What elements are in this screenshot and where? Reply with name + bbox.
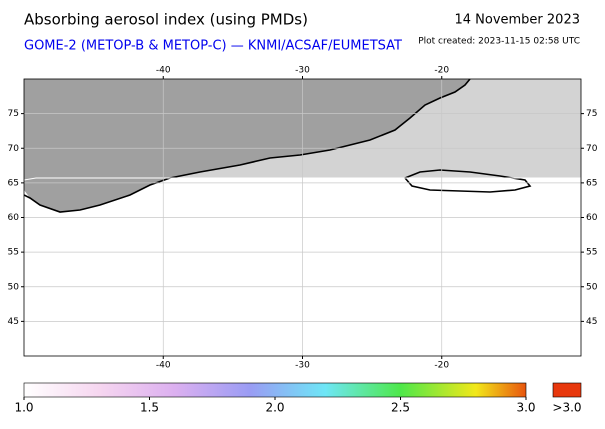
lat-tick-label: 60 — [8, 213, 20, 223]
colorbar-tick-label: 3.0 — [516, 401, 535, 415]
lat-tick-label: 50 — [8, 282, 20, 292]
lat-tick-label: 45 — [586, 317, 597, 327]
lat-tick-label: 65 — [586, 178, 597, 188]
title: Absorbing aerosol index (using PMDs) — [24, 11, 308, 29]
colorbar-tick-label: 2.0 — [265, 401, 284, 415]
date: 14 November 2023 — [454, 13, 580, 28]
lat-tick-label: 55 — [586, 248, 597, 258]
colorbar-tick-label: 2.5 — [391, 401, 410, 415]
over-label: >3.0 — [552, 401, 581, 415]
greenland — [24, 79, 470, 212]
lon-tick-label: -30 — [295, 66, 310, 76]
lat-tick-label: 75 — [586, 109, 597, 119]
lon-tick-label: -40 — [156, 66, 171, 76]
subtitle: GOME-2 (METOP-B & METOP-C) — KNMI/ACSAF/… — [24, 39, 402, 54]
iceland — [403, 169, 532, 193]
coastline — [24, 79, 471, 213]
lat-tick-label: 60 — [586, 213, 598, 223]
colorbar — [23, 382, 527, 398]
lon-tick-label: -20 — [434, 66, 449, 76]
lon-tick-label: -30 — [295, 361, 310, 371]
lat-tick-label: 45 — [8, 317, 19, 327]
colorbar-over — [552, 382, 582, 398]
created: Plot created: 2023-11-15 02:58 UTC — [418, 37, 580, 47]
colorbar-tick-label: 1.0 — [14, 401, 33, 415]
colorbar-tick-label: 1.5 — [140, 401, 159, 415]
lat-tick-label: 55 — [8, 248, 19, 258]
lon-tick-label: -20 — [434, 361, 449, 371]
lat-tick-label: 50 — [586, 282, 598, 292]
lat-tick-label: 70 — [586, 144, 598, 154]
lat-tick-label: 75 — [8, 109, 19, 119]
swath-edge — [24, 177, 581, 181]
lon-tick-label: -40 — [156, 361, 171, 371]
grid — [24, 79, 581, 356]
lat-tick-label: 70 — [8, 144, 20, 154]
lat-tick-label: 65 — [8, 178, 19, 188]
